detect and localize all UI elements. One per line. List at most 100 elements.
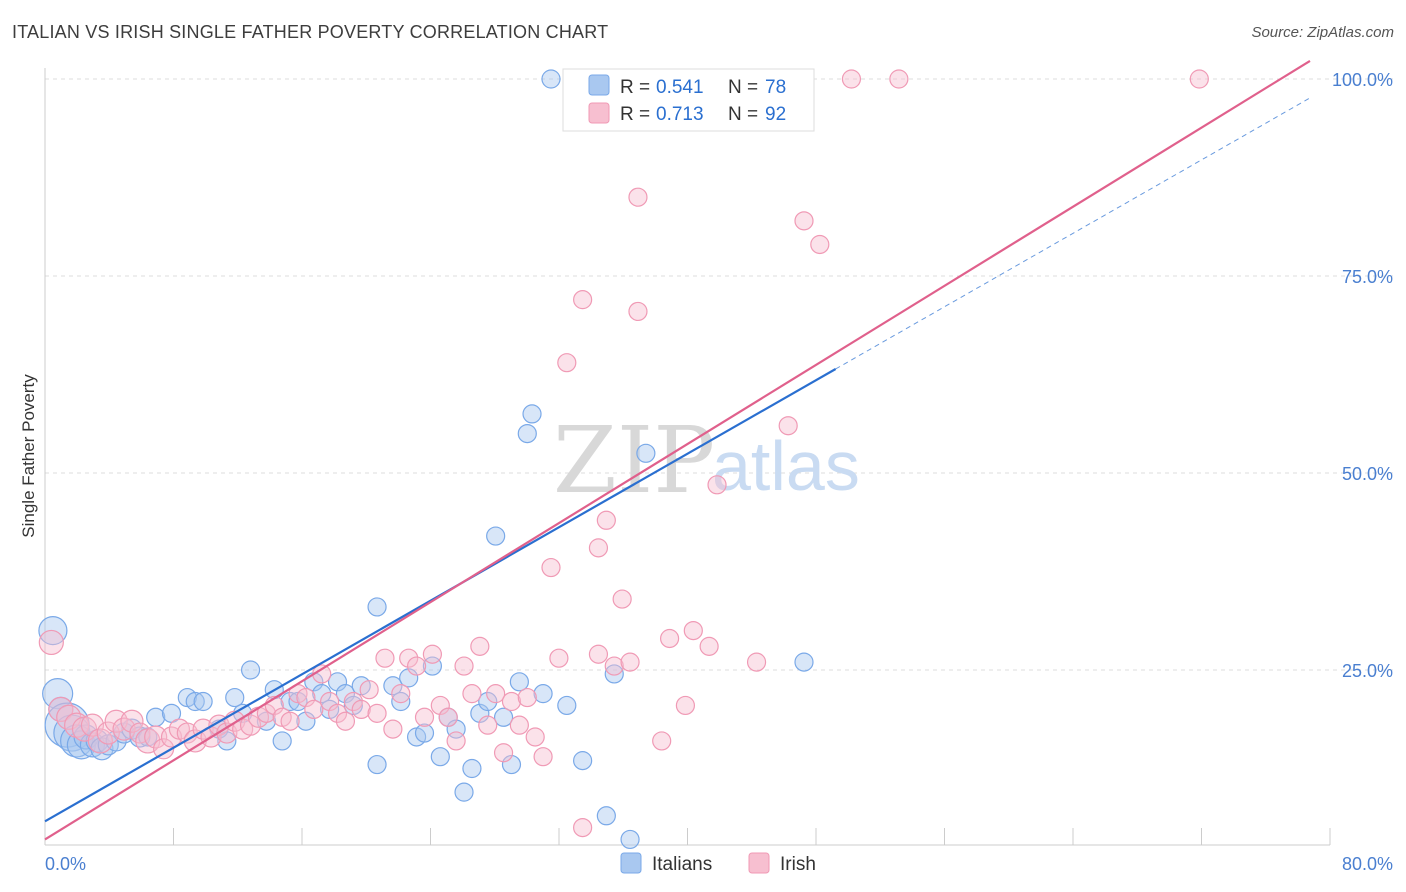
scatter-point (296, 687, 316, 708)
scatter-point (367, 754, 387, 775)
grid-lines (45, 78, 1393, 671)
scatter-point (399, 668, 419, 688)
scatter-point (509, 672, 529, 692)
scatter-point (1189, 69, 1209, 89)
legend-n-value-italians: 78 (765, 77, 786, 98)
series-legend-label-italians: Italians (652, 854, 712, 875)
series-legend-label-irish: Irish (780, 854, 816, 875)
legend-r-label-italians: R = (620, 77, 650, 98)
scatter-point (707, 475, 727, 495)
scatter-point (367, 597, 387, 617)
scatter-point (683, 620, 703, 641)
correlation-legend: R = 0.541 N = 78 R = 0.713 N = 92 (562, 68, 815, 132)
scatter-point (462, 684, 482, 704)
legend-r-label-irish: R = (620, 104, 650, 125)
scatter-point (573, 817, 593, 838)
scatter-point (399, 648, 419, 668)
scatter-point (612, 589, 632, 609)
scatter-point (42, 678, 74, 710)
x-tick-label-max: 80.0% (1342, 854, 1393, 874)
scatter-point (335, 711, 356, 731)
scatter-point (146, 707, 166, 727)
scatter-point (327, 703, 348, 723)
scatter-point (794, 652, 814, 672)
scatter-point (120, 709, 144, 733)
scatter-point (343, 691, 363, 712)
scatter-point (280, 691, 300, 712)
scatter-point (272, 731, 292, 751)
scatter-point (501, 691, 522, 712)
x-tick-label-min: 0.0% (45, 854, 86, 874)
irish-trend-line (44, 59, 1311, 841)
scatter-point (541, 557, 561, 578)
series-legend-swatch-italians (620, 852, 642, 874)
scatter-point (160, 726, 183, 748)
scatter-point (486, 684, 506, 704)
scatter-point (38, 629, 64, 656)
scatter-point (406, 656, 427, 676)
italians-trend-extension (835, 97, 1311, 370)
legend-swatch-irish (588, 102, 610, 124)
scatter-point (889, 69, 909, 89)
scatter-point (604, 656, 624, 676)
scatter-point (470, 636, 490, 656)
watermark: ZIP atlas (553, 407, 860, 514)
scatter-point (699, 636, 719, 656)
scatter-point (414, 723, 435, 743)
scatter-point (430, 695, 450, 716)
scatter-point (486, 526, 506, 546)
scatter-point (596, 806, 616, 826)
scatter-point (493, 743, 514, 763)
scatter-point (501, 754, 522, 775)
scatter-point (620, 652, 640, 672)
scatter-point (573, 290, 593, 310)
scatter-point (541, 69, 561, 89)
scatter-point (533, 684, 553, 704)
scatter-point (620, 829, 640, 850)
scatter-point (525, 727, 545, 747)
irish-points (38, 69, 1209, 838)
italians-points (38, 69, 814, 850)
scatter-point (596, 510, 616, 530)
x-axis-ticks (44, 828, 1331, 845)
legend-r-value-irish: 0.713 (656, 104, 704, 125)
y-tick-label: 100.0% (1332, 70, 1393, 90)
scatter-point (549, 648, 569, 668)
scatter-point (185, 691, 205, 712)
scatter-point (522, 404, 542, 424)
scatter-point (312, 684, 332, 704)
trend-lines (44, 59, 1311, 841)
y-tick-label: 25.0% (1342, 661, 1393, 681)
scatter-point (304, 699, 324, 720)
scatter-point (588, 644, 609, 664)
scatter-point (280, 711, 300, 731)
scatter-point (746, 652, 767, 672)
scatter-point (335, 684, 356, 704)
scatter-point (391, 684, 411, 704)
scatter-point (470, 703, 490, 723)
scatter-point (557, 695, 577, 716)
scatter-point (794, 211, 814, 231)
scatter-point (454, 782, 474, 802)
scatter-point (391, 691, 411, 712)
scatter-point (375, 648, 395, 668)
series-legend-swatch-irish (748, 852, 770, 874)
scatter-point (256, 711, 276, 731)
chart-title: ITALIAN VS IRISH SINGLE FATHER POVERTY C… (12, 22, 609, 42)
chart-source: Source: ZipAtlas.com (1251, 24, 1394, 41)
legend-n-value-irish: 92 (765, 104, 786, 125)
y-axis-label: Single Father Poverty (19, 374, 38, 538)
scatter-point (320, 691, 340, 712)
scatter-point (422, 644, 443, 664)
scatter-point (604, 664, 624, 684)
scatter-point (327, 672, 348, 692)
scatter-point (810, 234, 830, 255)
scatter-point (478, 691, 498, 712)
scatter-point (239, 714, 262, 736)
scatter-point (446, 731, 466, 751)
scatter-point (636, 443, 656, 463)
scatter-point (533, 747, 553, 767)
scatter-point (628, 187, 648, 207)
scatter-point (454, 656, 474, 676)
